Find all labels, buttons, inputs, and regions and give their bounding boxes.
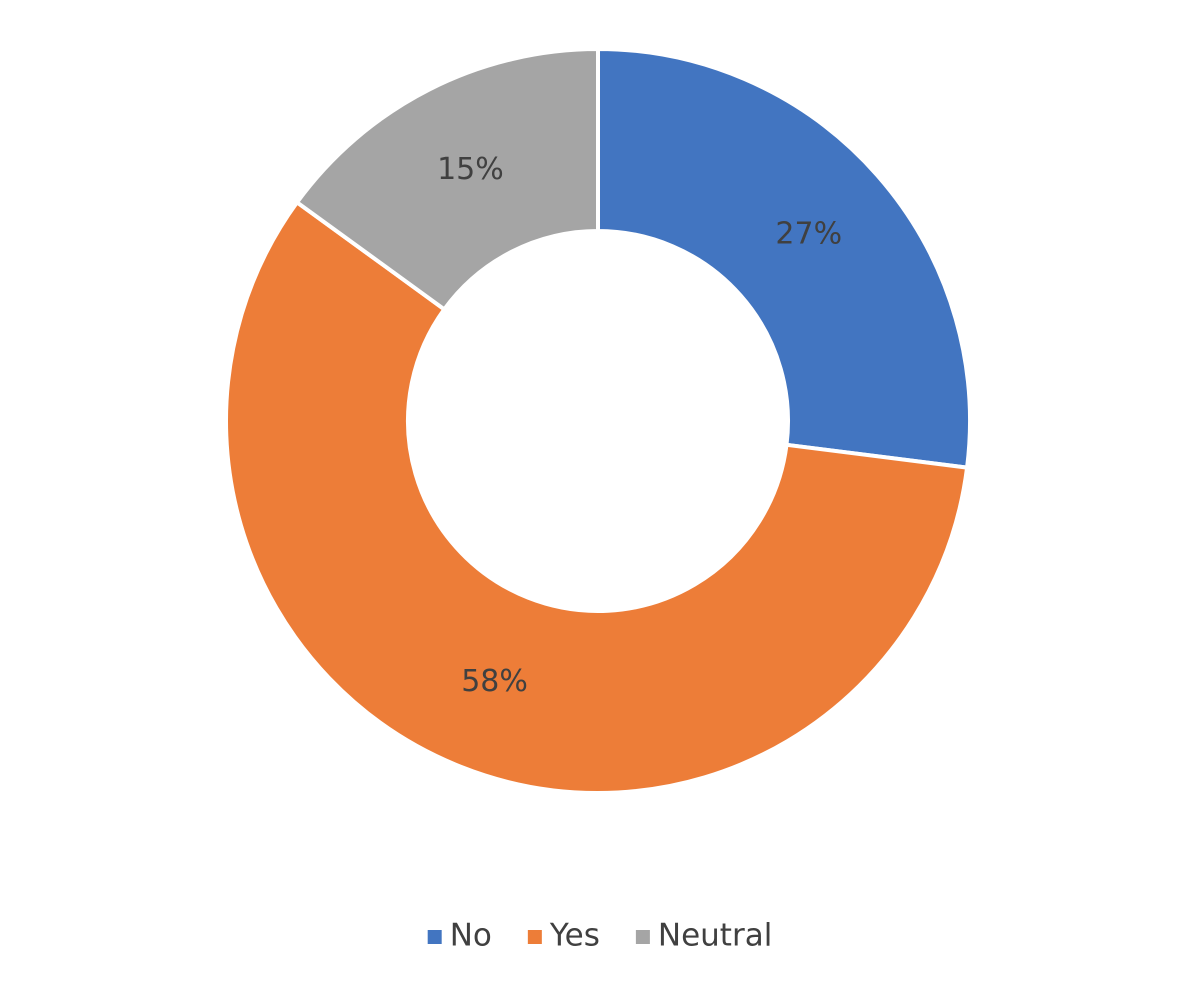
- legend-label: No: [450, 918, 492, 954]
- legend-swatch: [635, 930, 650, 944]
- legend-swatch: [427, 930, 442, 944]
- legend-label: Yes: [549, 918, 600, 954]
- data-label: 27%: [775, 217, 842, 252]
- slice: [294, 46, 600, 313]
- legend-label: Neutral: [658, 918, 772, 954]
- data-labels: 27% 58% 15%: [437, 152, 842, 699]
- slice: [596, 46, 972, 470]
- legend: No Yes Neutral: [427, 918, 772, 954]
- slice: [224, 199, 970, 795]
- data-label: 15%: [437, 152, 504, 187]
- legend-swatch: [527, 930, 542, 944]
- donut: [224, 46, 972, 795]
- data-label: 58%: [461, 664, 528, 699]
